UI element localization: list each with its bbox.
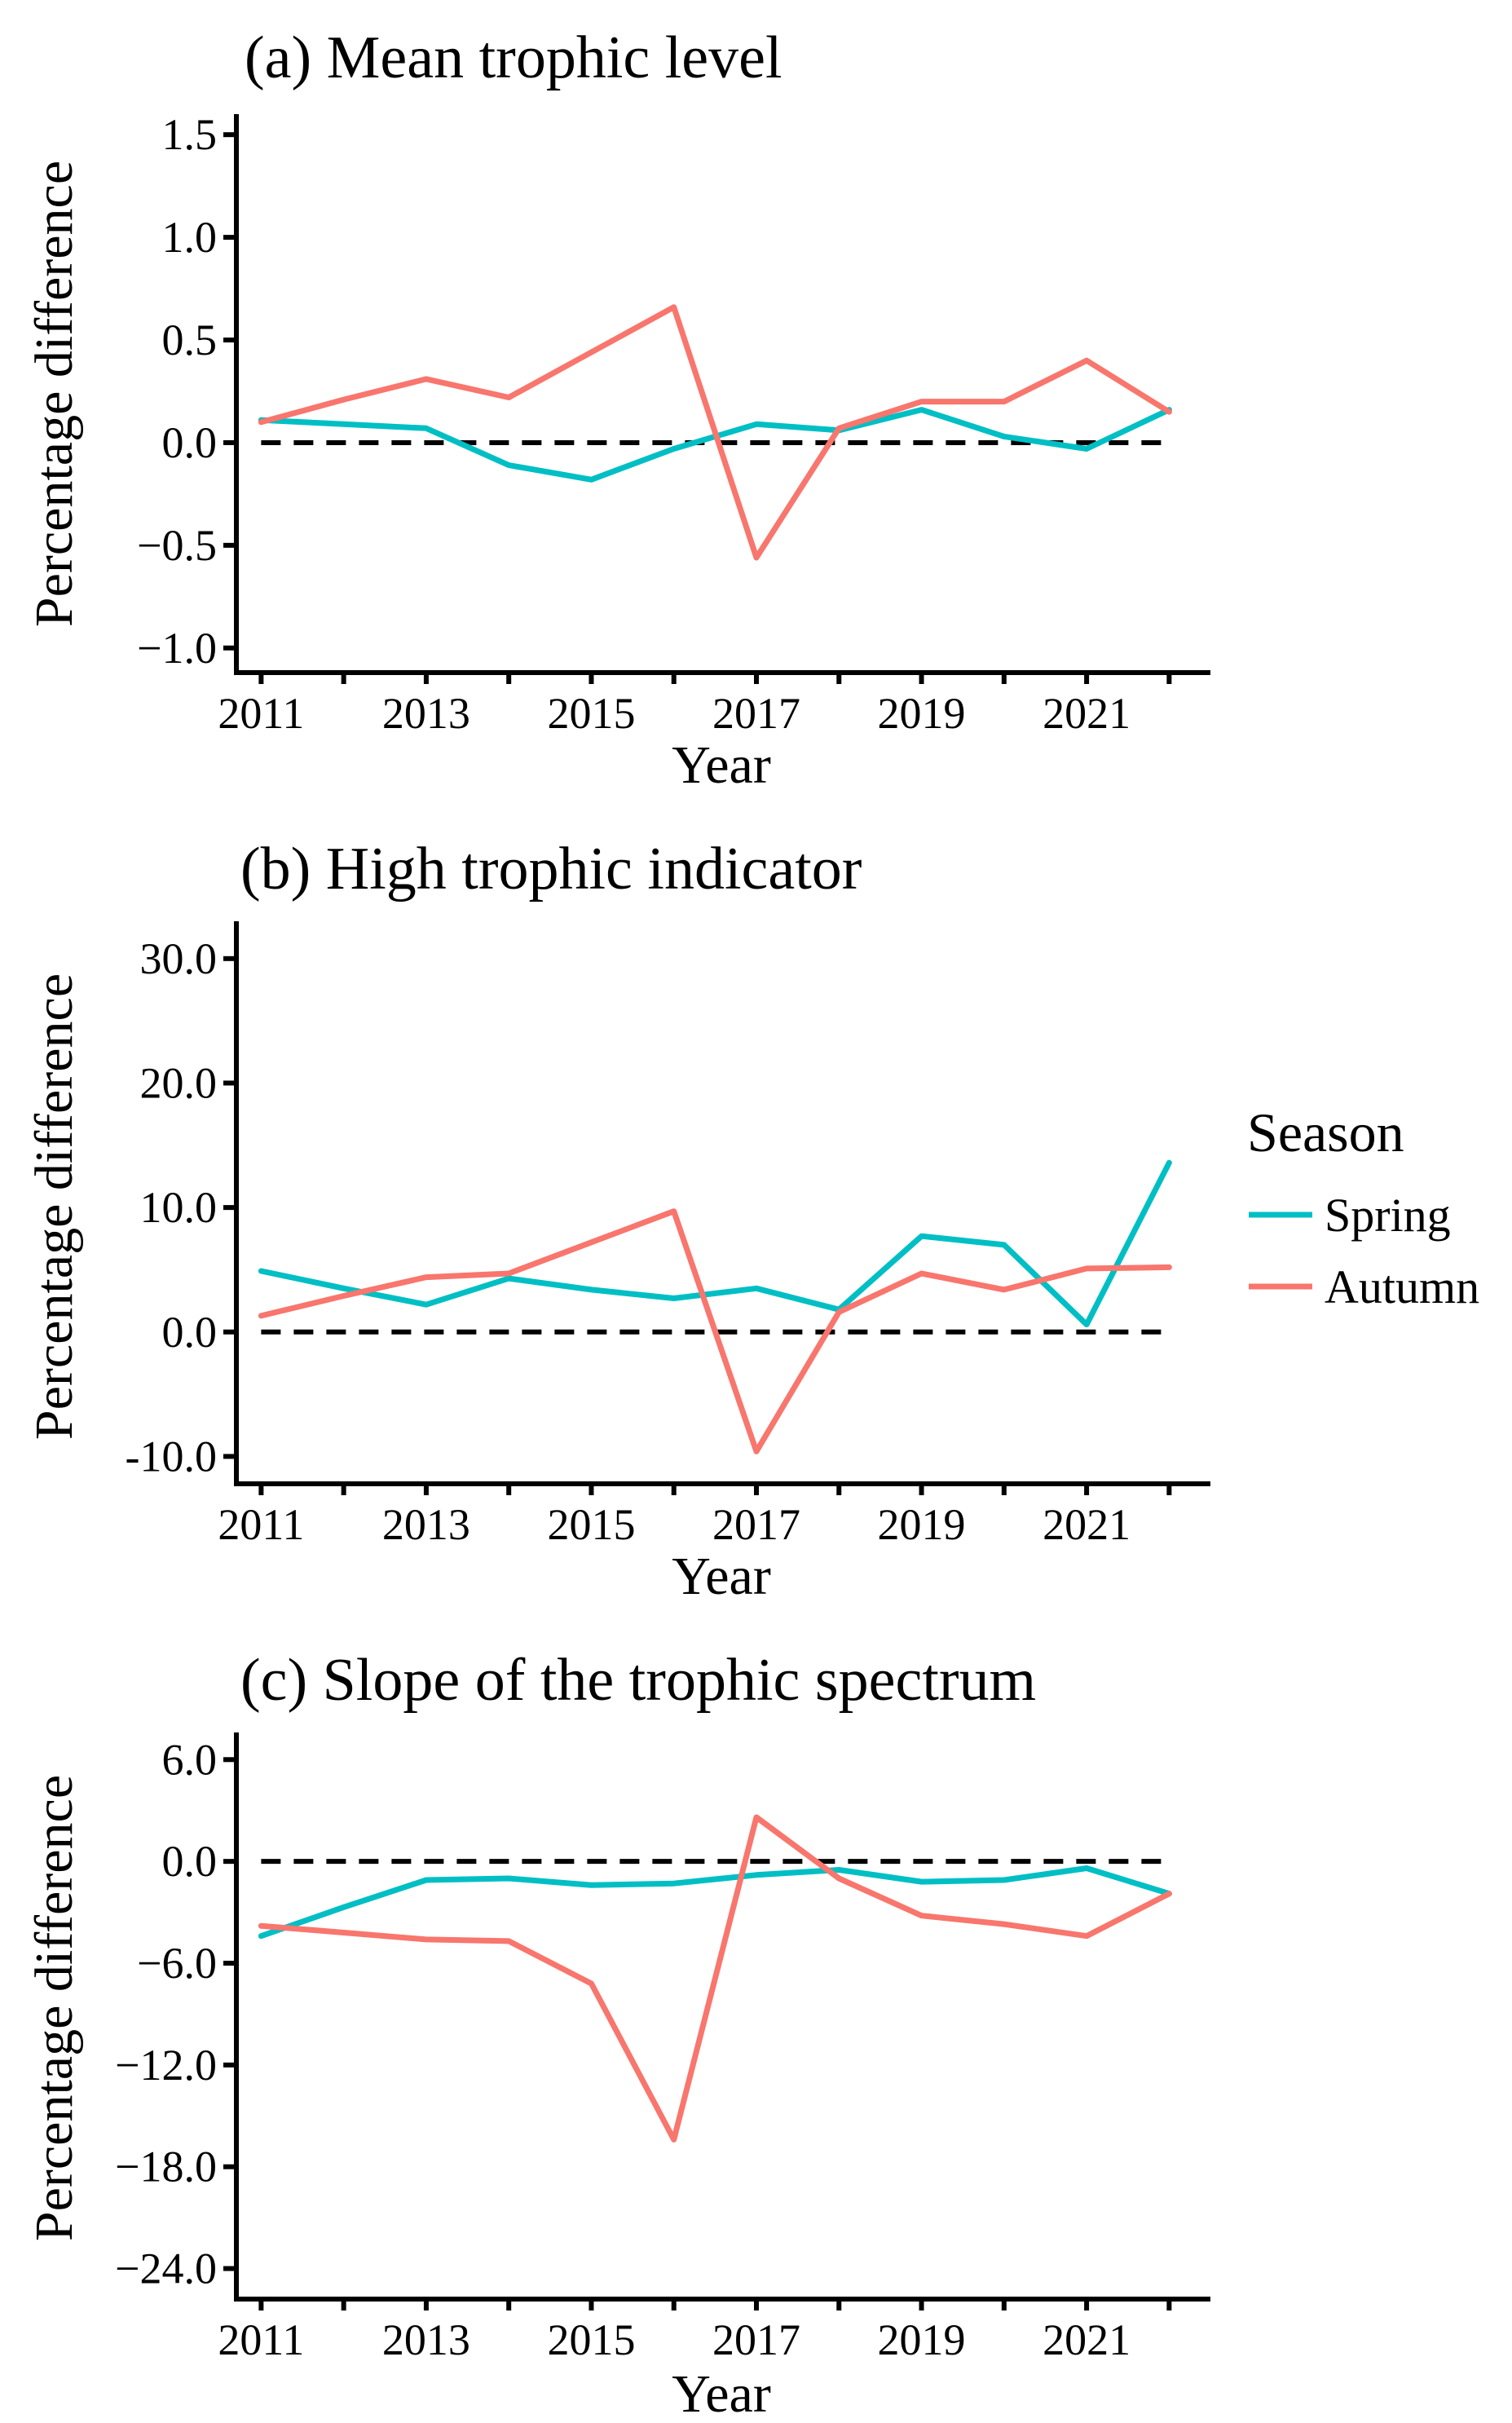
series-line-spring <box>258 1865 1172 1940</box>
y-tick-label: −0.5 <box>137 521 217 570</box>
x-tick-label: 2015 <box>547 1500 635 1549</box>
x-tick-label: 2021 <box>1043 1500 1131 1549</box>
panel-c-title: (c) Slope of the trophic spectrum <box>240 1647 1036 1714</box>
x-tick-label: 2017 <box>712 1500 800 1549</box>
panel-b-title: (b) High trophic indicator <box>240 836 862 903</box>
series-line-spring <box>258 1159 1172 1328</box>
legend-autumn-label: Autumn <box>1325 1260 1479 1313</box>
panel-a-title: (a) Mean trophic level <box>245 24 782 91</box>
series-line-autumn <box>258 1208 1172 1454</box>
x-tick-label: 2015 <box>547 2315 635 2364</box>
y-tick-label: 0.0 <box>162 1837 218 1886</box>
y-tick-label: 20.0 <box>140 1058 218 1107</box>
y-tick-label: 6.0 <box>162 1735 218 1784</box>
y-tick-label: -10.0 <box>126 1432 217 1481</box>
y-tick-label: 1.0 <box>162 213 218 262</box>
x-tick-label: 2021 <box>1043 689 1131 738</box>
panel-c-ylabel: Percentage difference <box>24 1775 84 2241</box>
y-tick-label: 0.0 <box>162 1308 218 1357</box>
x-tick-label: 2011 <box>218 2315 304 2364</box>
panel-a-xlabel: Year <box>672 735 771 795</box>
y-tick-label: −1.0 <box>137 624 217 673</box>
panel-b: (b) High trophic indicator Percentage di… <box>24 836 1210 1606</box>
x-tick-label: 2017 <box>712 2315 800 2364</box>
y-tick-label: 0.5 <box>162 316 218 364</box>
y-tick-label: −18.0 <box>115 2143 217 2191</box>
y-tick-label: 0.0 <box>162 418 218 467</box>
y-tick-label: −24.0 <box>115 2244 217 2293</box>
y-tick-label: −12.0 <box>115 2041 217 2090</box>
legend-title: Season <box>1247 1101 1404 1163</box>
y-tick-label: 10.0 <box>140 1183 218 1232</box>
x-tick-label: 2017 <box>712 689 800 738</box>
x-tick-label: 2013 <box>382 2315 470 2364</box>
series-line-autumn <box>258 304 1172 561</box>
x-tick-label: 2019 <box>878 1500 966 1549</box>
y-tick-label: 30.0 <box>140 934 218 983</box>
y-tick-label: −6.0 <box>137 1939 217 1988</box>
x-tick-label: 2019 <box>878 689 966 738</box>
x-tick-label: 2011 <box>218 689 304 738</box>
x-tick-label: 2015 <box>547 689 635 738</box>
panel-b-ylabel: Percentage difference <box>24 973 84 1440</box>
panel-b-xlabel: Year <box>672 1547 771 1606</box>
panel-c: (c) Slope of the trophic spectrum Percen… <box>24 1647 1210 2423</box>
legend: Season Spring Autumn <box>1247 1101 1479 1313</box>
legend-spring-label: Spring <box>1325 1189 1451 1242</box>
x-tick-label: 2013 <box>382 1500 470 1549</box>
series-line-autumn <box>258 1814 1172 2143</box>
y-tick-label: 1.5 <box>162 110 218 159</box>
x-tick-label: 2011 <box>218 1500 304 1549</box>
panel-c-xlabel: Year <box>672 2364 771 2423</box>
x-tick-label: 2013 <box>382 689 470 738</box>
x-tick-label: 2021 <box>1043 2315 1131 2364</box>
panel-a: (a) Mean trophic level Percentage differ… <box>24 24 1210 795</box>
panel-a-ylabel: Percentage difference <box>24 161 84 627</box>
x-tick-label: 2019 <box>878 2315 966 2364</box>
